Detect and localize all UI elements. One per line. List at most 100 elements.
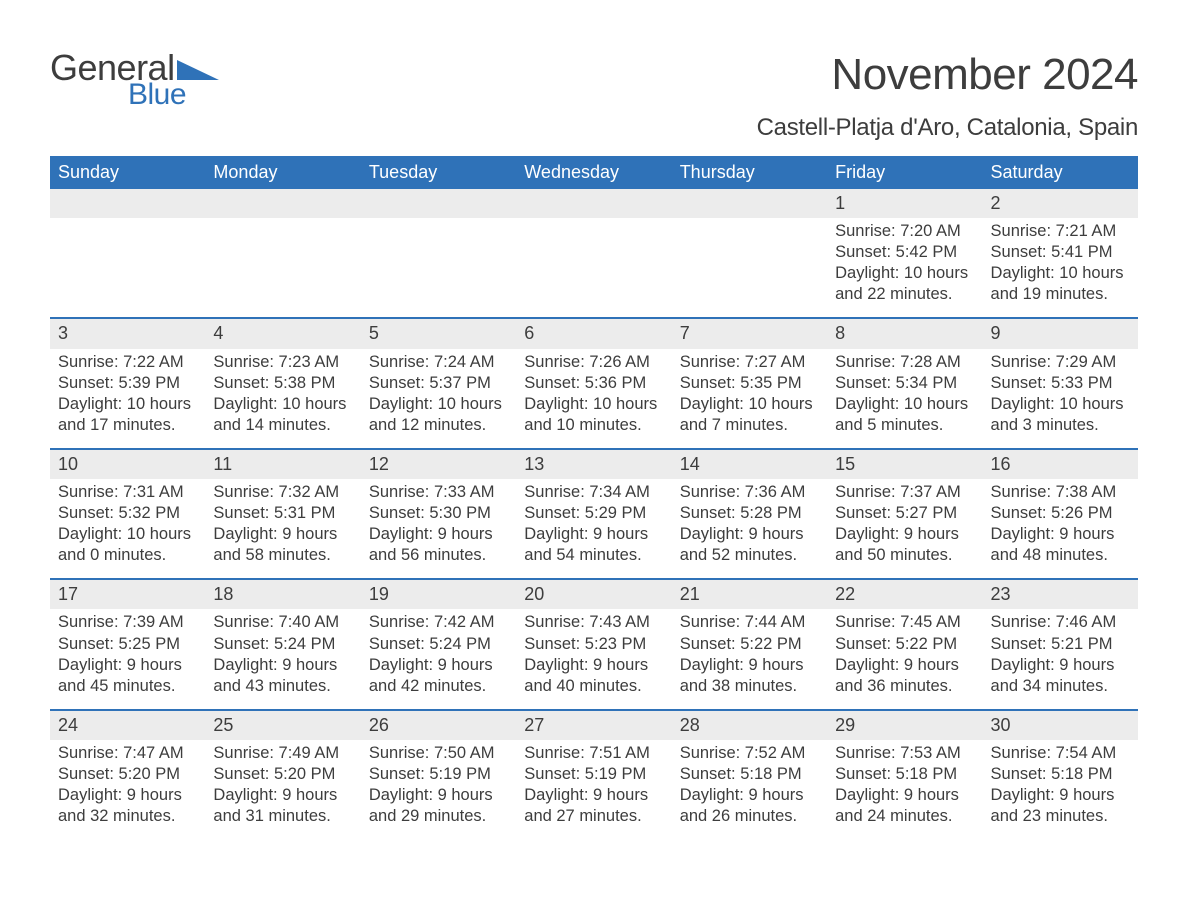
daylight-line2: and 3 minutes.	[991, 415, 1130, 436]
daylight-line1: Daylight: 10 hours	[991, 263, 1130, 284]
daylight-line1: Daylight: 9 hours	[680, 655, 819, 676]
day-number: 1	[827, 189, 982, 218]
calendar-day: 26Sunrise: 7:50 AMSunset: 5:19 PMDayligh…	[361, 711, 516, 839]
calendar-day: 10Sunrise: 7:31 AMSunset: 5:32 PMDayligh…	[50, 450, 205, 578]
daylight-line1: Daylight: 9 hours	[369, 524, 508, 545]
daylight-line2: and 56 minutes.	[369, 545, 508, 566]
daylight-line1: Daylight: 9 hours	[524, 655, 663, 676]
calendar-day: 18Sunrise: 7:40 AMSunset: 5:24 PMDayligh…	[205, 580, 360, 708]
calendar-week: 17Sunrise: 7:39 AMSunset: 5:25 PMDayligh…	[50, 578, 1138, 708]
calendar-day: 13Sunrise: 7:34 AMSunset: 5:29 PMDayligh…	[516, 450, 671, 578]
calendar-day	[205, 189, 360, 317]
calendar-day: 25Sunrise: 7:49 AMSunset: 5:20 PMDayligh…	[205, 711, 360, 839]
sunset-text: Sunset: 5:32 PM	[58, 503, 197, 524]
daylight-line1: Daylight: 9 hours	[213, 524, 352, 545]
daylight-line2: and 27 minutes.	[524, 806, 663, 827]
day-body: Sunrise: 7:50 AMSunset: 5:19 PMDaylight:…	[361, 743, 516, 827]
daylight-line2: and 48 minutes.	[991, 545, 1130, 566]
day-number: 2	[983, 189, 1138, 218]
sunset-text: Sunset: 5:24 PM	[369, 634, 508, 655]
sunset-text: Sunset: 5:27 PM	[835, 503, 974, 524]
calendar-day: 16Sunrise: 7:38 AMSunset: 5:26 PMDayligh…	[983, 450, 1138, 578]
day-number: 27	[516, 711, 671, 740]
daylight-line1: Daylight: 9 hours	[991, 524, 1130, 545]
sunrise-text: Sunrise: 7:53 AM	[835, 743, 974, 764]
day-number: 29	[827, 711, 982, 740]
daylight-line1: Daylight: 10 hours	[835, 263, 974, 284]
sunset-text: Sunset: 5:18 PM	[991, 764, 1130, 785]
sunset-text: Sunset: 5:19 PM	[369, 764, 508, 785]
day-body: Sunrise: 7:34 AMSunset: 5:29 PMDaylight:…	[516, 482, 671, 566]
sunrise-text: Sunrise: 7:39 AM	[58, 612, 197, 633]
daylight-line1: Daylight: 10 hours	[835, 394, 974, 415]
daylight-line1: Daylight: 9 hours	[524, 785, 663, 806]
daylight-line1: Daylight: 9 hours	[680, 524, 819, 545]
day-body: Sunrise: 7:51 AMSunset: 5:19 PMDaylight:…	[516, 743, 671, 827]
calendar-day: 11Sunrise: 7:32 AMSunset: 5:31 PMDayligh…	[205, 450, 360, 578]
day-body: Sunrise: 7:21 AMSunset: 5:41 PMDaylight:…	[983, 221, 1138, 305]
day-number: 28	[672, 711, 827, 740]
sunrise-text: Sunrise: 7:43 AM	[524, 612, 663, 633]
sunset-text: Sunset: 5:31 PM	[213, 503, 352, 524]
daylight-line2: and 24 minutes.	[835, 806, 974, 827]
day-number: 16	[983, 450, 1138, 479]
daylight-line2: and 22 minutes.	[835, 284, 974, 305]
daylight-line2: and 31 minutes.	[213, 806, 352, 827]
day-number: 24	[50, 711, 205, 740]
day-number: 5	[361, 319, 516, 348]
calendar-day: 3Sunrise: 7:22 AMSunset: 5:39 PMDaylight…	[50, 319, 205, 447]
day-body: Sunrise: 7:46 AMSunset: 5:21 PMDaylight:…	[983, 612, 1138, 696]
daylight-line1: Daylight: 9 hours	[58, 655, 197, 676]
day-body: Sunrise: 7:54 AMSunset: 5:18 PMDaylight:…	[983, 743, 1138, 827]
day-body: Sunrise: 7:45 AMSunset: 5:22 PMDaylight:…	[827, 612, 982, 696]
daylight-line1: Daylight: 9 hours	[369, 655, 508, 676]
daylight-line2: and 34 minutes.	[991, 676, 1130, 697]
calendar-day	[516, 189, 671, 317]
sunrise-text: Sunrise: 7:33 AM	[369, 482, 508, 503]
daylight-line2: and 14 minutes.	[213, 415, 352, 436]
sunrise-text: Sunrise: 7:45 AM	[835, 612, 974, 633]
day-number: 14	[672, 450, 827, 479]
calendar-day: 14Sunrise: 7:36 AMSunset: 5:28 PMDayligh…	[672, 450, 827, 578]
sunset-text: Sunset: 5:42 PM	[835, 242, 974, 263]
sunset-text: Sunset: 5:37 PM	[369, 373, 508, 394]
sunset-text: Sunset: 5:21 PM	[991, 634, 1130, 655]
calendar-day: 5 Sunrise: 7:24 AMSunset: 5:37 PMDaylight…	[361, 319, 516, 447]
day-number	[361, 189, 516, 218]
sunset-text: Sunset: 5:33 PM	[991, 373, 1130, 394]
day-body: Sunrise: 7:43 AMSunset: 5:23 PMDaylight:…	[516, 612, 671, 696]
sunset-text: Sunset: 5:30 PM	[369, 503, 508, 524]
dow-thursday: Thursday	[672, 156, 827, 189]
sunrise-text: Sunrise: 7:34 AM	[524, 482, 663, 503]
calendar-day	[672, 189, 827, 317]
sunset-text: Sunset: 5:39 PM	[58, 373, 197, 394]
daylight-line2: and 32 minutes.	[58, 806, 197, 827]
day-number: 10	[50, 450, 205, 479]
day-number	[672, 189, 827, 218]
calendar-day: 17Sunrise: 7:39 AMSunset: 5:25 PMDayligh…	[50, 580, 205, 708]
daylight-line2: and 5 minutes.	[835, 415, 974, 436]
sunrise-text: Sunrise: 7:52 AM	[680, 743, 819, 764]
day-body: Sunrise: 7:24 AMSunset: 5:37 PMDaylight:…	[361, 352, 516, 436]
calendar-day: 30Sunrise: 7:54 AMSunset: 5:18 PMDayligh…	[983, 711, 1138, 839]
daylight-line2: and 29 minutes.	[369, 806, 508, 827]
calendar-day: 20Sunrise: 7:43 AMSunset: 5:23 PMDayligh…	[516, 580, 671, 708]
sunset-text: Sunset: 5:23 PM	[524, 634, 663, 655]
sunset-text: Sunset: 5:25 PM	[58, 634, 197, 655]
daylight-line2: and 26 minutes.	[680, 806, 819, 827]
daylight-line2: and 23 minutes.	[991, 806, 1130, 827]
day-body: Sunrise: 7:53 AMSunset: 5:18 PMDaylight:…	[827, 743, 982, 827]
sunset-text: Sunset: 5:22 PM	[835, 634, 974, 655]
daylight-line1: Daylight: 10 hours	[991, 394, 1130, 415]
dow-friday: Friday	[827, 156, 982, 189]
day-number: 8	[827, 319, 982, 348]
dow-tuesday: Tuesday	[361, 156, 516, 189]
sunrise-text: Sunrise: 7:29 AM	[991, 352, 1130, 373]
day-number	[50, 189, 205, 218]
calendar-day	[361, 189, 516, 317]
location: Castell-Platja d'Aro, Catalonia, Spain	[757, 114, 1138, 142]
day-body: Sunrise: 7:37 AMSunset: 5:27 PMDaylight:…	[827, 482, 982, 566]
day-of-week-header: Sunday Monday Tuesday Wednesday Thursday…	[50, 156, 1138, 189]
day-body: Sunrise: 7:23 AMSunset: 5:38 PMDaylight:…	[205, 352, 360, 436]
day-number: 3	[50, 319, 205, 348]
